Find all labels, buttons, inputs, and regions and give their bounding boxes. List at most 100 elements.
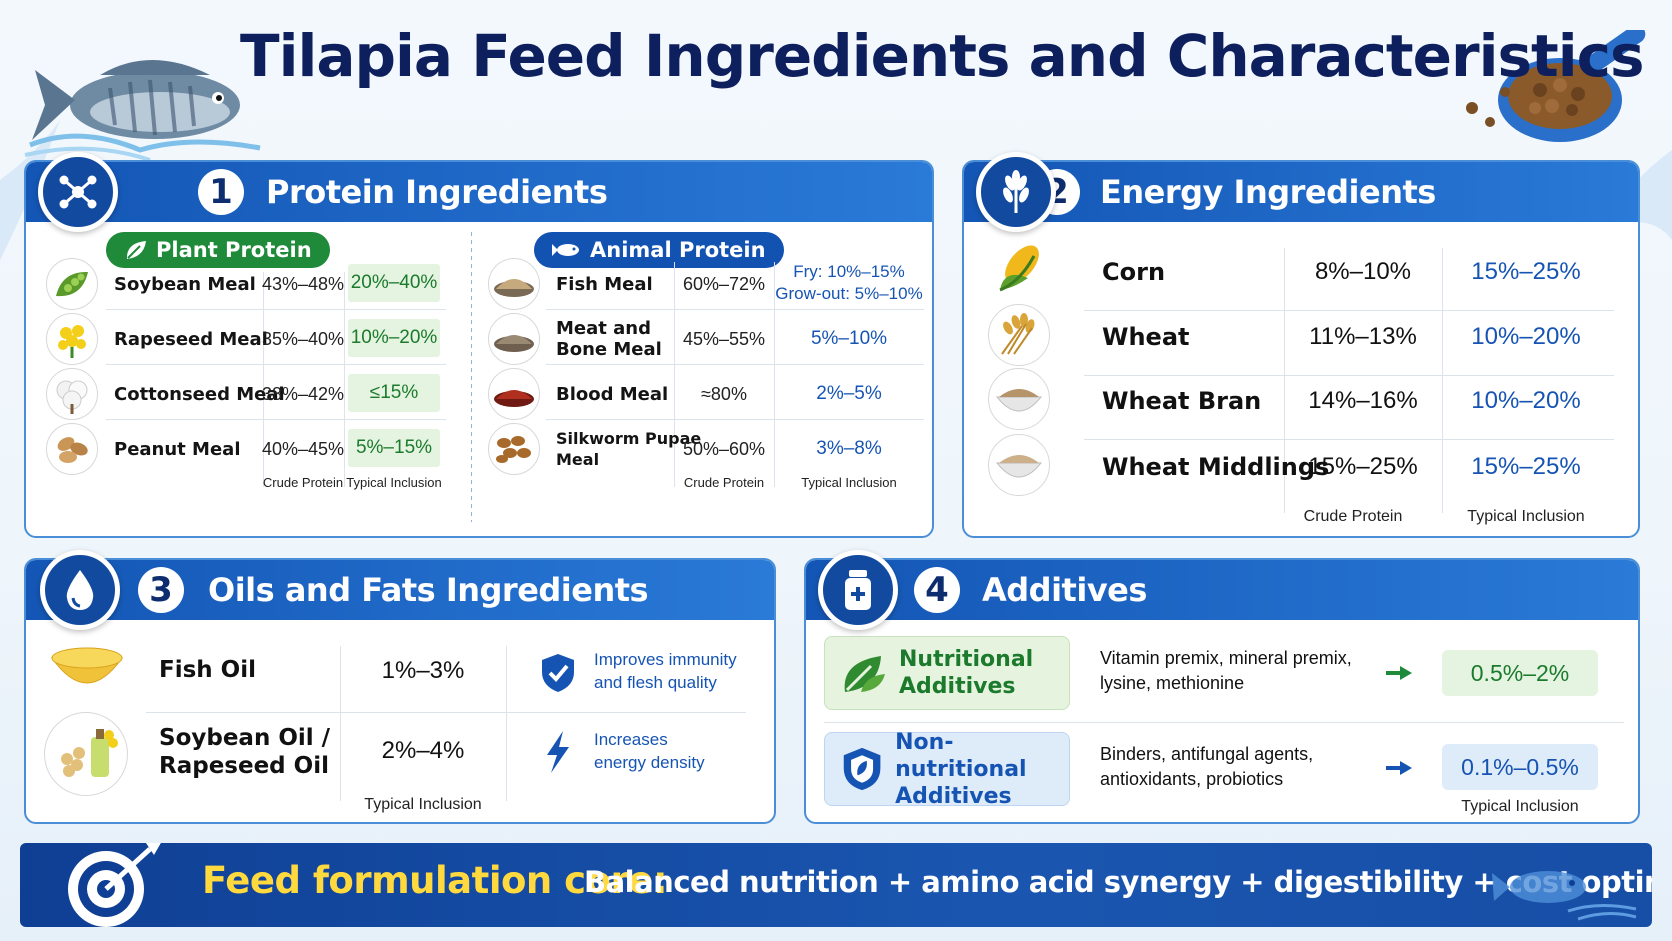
additive-description: Vitamin premix, mineral premix, lysine, … (1100, 646, 1352, 696)
protein-panel: 1 Protein Ingredients Plant Protein Soyb… (24, 160, 934, 538)
row-divider (106, 364, 446, 365)
ingredient-name: Rapeseed Meal (114, 328, 268, 350)
benefit-line: and flesh quality (594, 673, 717, 692)
additive-description: Binders, antifungal agents, antioxidants… (1100, 742, 1313, 792)
energy-section-badge (976, 152, 1056, 232)
table-row: Cottonseed Meal (46, 365, 285, 423)
inclusion-value: 1%–3% (381, 657, 465, 684)
column-label: Typical Inclusion (1467, 508, 1585, 525)
benefit-line: energy density (594, 753, 705, 772)
target-arrow-icon (68, 843, 161, 927)
leaf-icon (126, 241, 146, 259)
fish-icon (552, 244, 579, 256)
ingredient-name: Silkworm Pupae Meal (556, 428, 701, 470)
ingredient-name: Soybean Meal (114, 273, 256, 295)
cotton-icon (46, 368, 98, 420)
animal-protein-label: Animal Protein (590, 238, 766, 262)
section-title: Energy Ingredients (1100, 173, 1436, 211)
crude-protein-value: 60%–72% (682, 274, 766, 294)
wheat-bowl-icon (988, 304, 1050, 366)
inclusion-value: 15%–25% (1471, 453, 1581, 480)
table-row: Peanut Meal (46, 420, 240, 478)
section-title: Protein Ingredients (266, 173, 608, 211)
leaf-icon (844, 656, 885, 692)
fish-meal-icon (488, 258, 540, 310)
inclusion-value: Fry: 10%–15% Grow-out: 5%–10% (774, 261, 924, 305)
inclusion-value: 0.5%–2% (1442, 650, 1598, 696)
inclusion-value: 10%–20% (1471, 323, 1581, 350)
drop-icon (66, 570, 94, 610)
column-label: Typical Inclusion (364, 796, 482, 813)
oils-panel: 3 Oils and Fats Ingredients Fish Oil 1%–… (24, 558, 776, 824)
wheat-icon (1003, 170, 1029, 213)
divider (674, 262, 675, 487)
non-nutritional-additives-box: Non-nutritional Additives (824, 730, 1070, 809)
protein-panel-header (26, 162, 932, 222)
inclusion-value: 5%–10% (810, 328, 888, 349)
divider (263, 272, 264, 487)
fish-oil-icon (46, 638, 128, 700)
bone-meal-icon (488, 313, 540, 365)
nutritional-additives-box: Nutritional Additives (824, 636, 1070, 710)
shield-icon (843, 747, 881, 791)
crude-protein-value: 50%–60% (682, 439, 766, 459)
energy-panel: 2 Energy Ingredients Corn 8%–10% 15%–25%… (962, 160, 1640, 538)
crude-protein-value: 11%–13% (1309, 323, 1417, 350)
oils-section-badge (40, 550, 120, 630)
section-number: 1 (198, 169, 244, 215)
row-divider (824, 722, 1624, 723)
inclusion-grow-out: Grow-out: 5%–10% (775, 284, 923, 303)
crude-protein-value: 45%–55% (682, 329, 766, 349)
row-divider (106, 419, 446, 420)
table-row: Silkworm Pupae Meal (488, 420, 701, 478)
ingredient-name-line: Rapeseed Oil (159, 753, 329, 779)
soy-oil-icon (44, 712, 128, 796)
additive-title: Non-nutritional Additives (895, 729, 1069, 810)
additive-title-line: Additives (899, 674, 1016, 699)
rapeseed-flower-icon (46, 313, 98, 365)
section-divider (471, 232, 472, 522)
table-row: Blood Meal (488, 365, 668, 423)
crude-protein-value: 43%–48% (261, 274, 345, 294)
medicine-bottle-icon (845, 570, 871, 610)
shield-check-icon (542, 654, 574, 692)
inclusion-value: 3%–8% (816, 438, 882, 459)
section-title: Oils and Fats Ingredients (208, 571, 649, 609)
column-label: Typical Inclusion (801, 475, 897, 490)
benefit-line: Improves immunity (594, 650, 737, 669)
ingredient-name-line: Silkworm Pupae (556, 429, 702, 448)
section-number: 4 (914, 567, 960, 613)
silkworm-pupae-icon (488, 423, 540, 475)
footer-core-label: Feed formulation core: (202, 859, 668, 902)
column-label: Crude Protein (1303, 508, 1403, 525)
row-divider (546, 364, 924, 365)
section-number: 3 (138, 567, 184, 613)
ingredient-name: Fish Meal (556, 273, 653, 295)
tilapia-fish-icon (24, 60, 261, 160)
animal-protein-pill: Animal Protein (534, 232, 784, 268)
ingredient-name: Fish Oil (159, 657, 256, 683)
arrow-right-icon (1386, 666, 1412, 680)
soybean-icon (46, 258, 98, 310)
plant-protein-pill: Plant Protein (106, 232, 330, 268)
row-divider (1084, 439, 1614, 440)
inclusion-value: 0.1%–0.5% (1442, 744, 1598, 790)
page-title: Tilapia Feed Ingredients and Characteris… (240, 22, 1644, 90)
inclusion-value: 10%–20% (1471, 387, 1581, 414)
row-divider (1084, 310, 1614, 311)
additive-title-line: Nutritional (899, 647, 1034, 672)
divider (1284, 248, 1285, 513)
peanut-icon (46, 423, 98, 475)
column-label: Typical Inclusion (346, 475, 442, 490)
ingredient-name: Soybean Oil / Rapeseed Oil (159, 724, 330, 780)
ingredient-name: Blood Meal (556, 383, 669, 405)
crude-protein-value: 40%–45% (261, 439, 345, 459)
bran-bowl-icon (988, 368, 1050, 430)
divider (506, 646, 507, 801)
divider (1442, 248, 1443, 513)
benefit-line: Increases (594, 730, 668, 749)
crude-protein-value: 8%–10% (1314, 258, 1412, 285)
plant-protein-label: Plant Protein (156, 238, 312, 262)
ingredient-name: Corn (1102, 258, 1166, 286)
divider (340, 646, 341, 801)
